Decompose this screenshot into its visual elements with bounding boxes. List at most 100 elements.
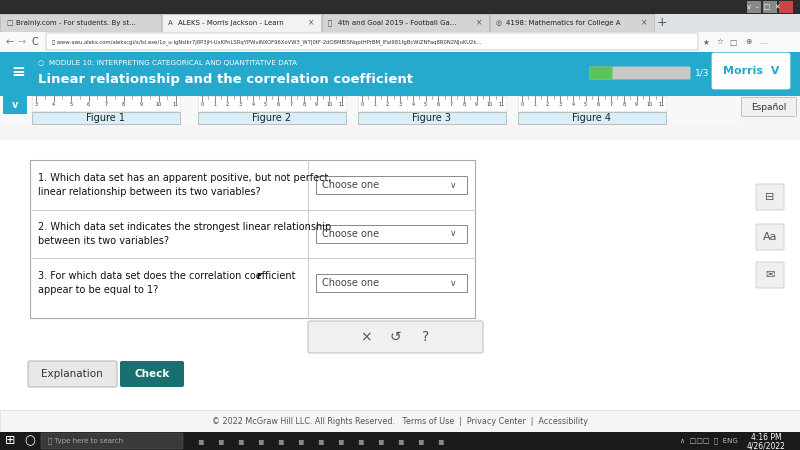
Text: ▪: ▪ [217, 436, 223, 446]
FancyBboxPatch shape [322, 14, 489, 32]
FancyBboxPatch shape [747, 1, 761, 13]
Text: 1: 1 [533, 102, 536, 107]
Text: 0: 0 [521, 102, 523, 107]
Text: ∨: ∨ [450, 180, 456, 189]
Text: ↺: ↺ [390, 330, 402, 344]
Text: 7: 7 [610, 102, 613, 107]
FancyBboxPatch shape [316, 176, 467, 194]
FancyBboxPatch shape [32, 96, 180, 111]
Text: Figure 3: Figure 3 [413, 113, 451, 123]
Text: Figure 4: Figure 4 [573, 113, 611, 123]
FancyBboxPatch shape [518, 96, 666, 111]
Text: 4: 4 [52, 102, 55, 107]
Text: ?: ? [422, 330, 429, 344]
Text: ▪: ▪ [377, 436, 383, 446]
Text: ▪: ▪ [437, 436, 443, 446]
Text: ▪: ▪ [317, 436, 323, 446]
Text: ≡: ≡ [11, 63, 25, 81]
FancyBboxPatch shape [0, 32, 800, 52]
Text: 1/3: 1/3 [695, 68, 710, 77]
FancyBboxPatch shape [742, 98, 797, 117]
Text: linear relationship between its two variables?: linear relationship between its two vari… [38, 187, 261, 197]
FancyBboxPatch shape [0, 52, 800, 96]
Text: ∧  □□□  🔊  ENG: ∧ □□□ 🔊 ENG [680, 438, 738, 444]
Text: 6: 6 [277, 102, 280, 107]
Text: →: → [18, 37, 26, 47]
Text: ALEKS - Morris Jackson - Learn: ALEKS - Morris Jackson - Learn [178, 20, 284, 26]
Text: ◎: ◎ [496, 20, 502, 26]
Text: ▪: ▪ [277, 436, 283, 446]
FancyBboxPatch shape [3, 96, 27, 114]
FancyBboxPatch shape [30, 160, 475, 318]
Text: r: r [256, 271, 261, 281]
Text: C: C [32, 37, 38, 47]
Text: ×: × [360, 330, 371, 344]
Text: ○: ○ [25, 435, 35, 447]
Text: +: + [657, 17, 667, 30]
Text: Brainly.com - For students. By st...: Brainly.com - For students. By st... [16, 20, 136, 26]
Text: ×: × [476, 18, 482, 27]
Text: 1. Which data set has an apparent positive, but not perfect,: 1. Which data set has an apparent positi… [38, 173, 331, 183]
Text: 9: 9 [315, 102, 318, 107]
Text: □: □ [6, 20, 13, 26]
Text: ⊕: ⊕ [745, 37, 751, 46]
Text: ×: × [308, 18, 314, 27]
Text: Español: Español [751, 103, 786, 112]
Text: ▪: ▪ [417, 436, 423, 446]
Text: ⊞: ⊞ [5, 435, 15, 447]
Text: 6: 6 [437, 102, 440, 107]
Text: 1: 1 [213, 102, 216, 107]
Text: 4198: Mathematics for College A: 4198: Mathematics for College A [506, 20, 621, 26]
Text: 10: 10 [486, 102, 492, 107]
Text: © 2022 McGraw Hill LLC. All Rights Reserved.   Terms of Use  |  Privacy Center  : © 2022 McGraw Hill LLC. All Rights Reser… [212, 417, 588, 426]
Text: Morris  V: Morris V [723, 66, 779, 76]
FancyBboxPatch shape [0, 14, 161, 32]
Text: 8: 8 [302, 102, 306, 107]
Text: v: v [12, 100, 18, 110]
FancyBboxPatch shape [32, 112, 180, 124]
Text: ×: × [641, 18, 647, 27]
FancyBboxPatch shape [756, 224, 784, 250]
Text: 4/26/2022: 4/26/2022 [746, 441, 786, 450]
Text: 6: 6 [87, 102, 90, 107]
Text: 🔒 www-awu.aleks.com/alekscgi/x/lsl.exe/1o_u-lgNsIkr7j8P3jH-UxKPnLSRqYPWviNXOF96X: 🔒 www-awu.aleks.com/alekscgi/x/lsl.exe/1… [52, 39, 482, 45]
Text: Choose one: Choose one [322, 180, 379, 190]
FancyBboxPatch shape [308, 321, 483, 353]
Text: 5: 5 [584, 102, 587, 107]
Text: 11: 11 [173, 102, 179, 107]
FancyBboxPatch shape [0, 140, 800, 410]
Text: 10: 10 [326, 102, 332, 107]
FancyBboxPatch shape [763, 1, 777, 13]
Text: ←: ← [6, 37, 14, 47]
Text: 11: 11 [499, 102, 505, 107]
Text: ▪: ▪ [337, 436, 343, 446]
Text: 3: 3 [558, 102, 562, 107]
Text: 9: 9 [635, 102, 638, 107]
Text: …: … [759, 37, 766, 46]
Text: Check: Check [134, 369, 170, 379]
Text: appear to be equal to 1?: appear to be equal to 1? [38, 285, 158, 295]
Text: 2: 2 [226, 102, 229, 107]
Text: 3: 3 [238, 102, 242, 107]
Text: 11: 11 [339, 102, 345, 107]
Text: ✉: ✉ [766, 270, 774, 280]
Text: 🔍 Type here to search: 🔍 Type here to search [48, 438, 123, 444]
FancyBboxPatch shape [28, 361, 117, 387]
Text: ∨: ∨ [450, 279, 456, 288]
Text: 7: 7 [450, 102, 453, 107]
Text: 7: 7 [290, 102, 293, 107]
Text: ▪: ▪ [357, 436, 363, 446]
FancyBboxPatch shape [756, 262, 784, 288]
FancyBboxPatch shape [756, 184, 784, 210]
Text: Figure 1: Figure 1 [86, 113, 126, 123]
FancyBboxPatch shape [316, 225, 467, 243]
Text: ▪: ▪ [297, 436, 303, 446]
Text: v  –  □  ✕: v – □ ✕ [747, 4, 781, 10]
Text: 4: 4 [411, 102, 414, 107]
Text: A: A [168, 20, 173, 26]
Text: Choose one: Choose one [322, 278, 379, 288]
Text: 0: 0 [361, 102, 363, 107]
Text: 9: 9 [475, 102, 478, 107]
Text: 8: 8 [622, 102, 626, 107]
Text: ▪: ▪ [257, 436, 263, 446]
